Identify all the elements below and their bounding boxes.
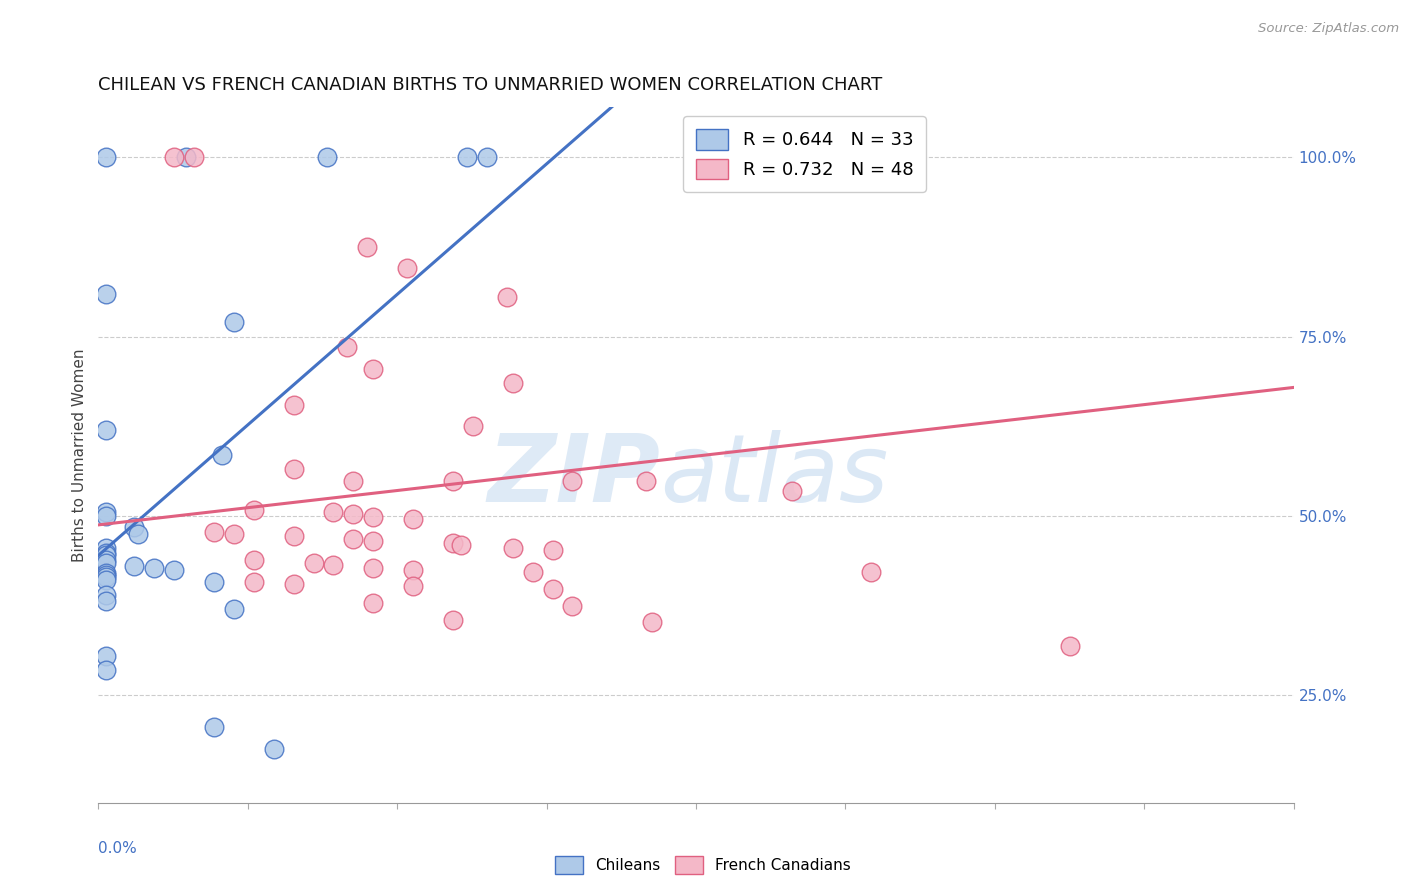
Point	[363, 533, 385, 548]
Point	[636, 475, 658, 489]
Point	[96, 150, 118, 164]
Point	[263, 742, 285, 756]
Point	[363, 510, 385, 524]
Text: Source: ZipAtlas.com: Source: ZipAtlas.com	[1258, 22, 1399, 36]
Point	[283, 577, 305, 591]
Point	[222, 315, 245, 329]
Point	[127, 526, 149, 541]
Legend: Chileans, French Canadians: Chileans, French Canadians	[548, 850, 858, 880]
Point	[396, 261, 419, 276]
Point	[96, 574, 118, 588]
Point	[441, 613, 464, 627]
Point	[96, 546, 118, 560]
Point	[96, 508, 118, 523]
Text: atlas: atlas	[661, 430, 889, 521]
Point	[96, 648, 118, 663]
Text: ZIP: ZIP	[488, 430, 661, 522]
Point	[243, 553, 266, 567]
Point	[96, 570, 118, 584]
Point	[450, 538, 472, 552]
Point	[502, 541, 524, 556]
Point	[342, 508, 364, 522]
Point	[174, 150, 197, 164]
Point	[96, 567, 118, 582]
Point	[561, 475, 583, 489]
Point	[342, 532, 364, 546]
Point	[402, 579, 425, 593]
Point	[283, 529, 305, 543]
Point	[124, 559, 146, 574]
Point	[96, 593, 118, 607]
Point	[641, 615, 664, 629]
Point	[143, 560, 166, 574]
Point	[96, 663, 118, 677]
Text: 0.0%: 0.0%	[98, 841, 138, 856]
Point	[363, 560, 385, 574]
Text: CHILEAN VS FRENCH CANADIAN BIRTHS TO UNMARRIED WOMEN CORRELATION CHART: CHILEAN VS FRENCH CANADIAN BIRTHS TO UNM…	[98, 77, 883, 95]
Point	[222, 526, 245, 541]
Point	[316, 150, 339, 164]
Point	[1059, 640, 1081, 654]
Point	[342, 475, 364, 489]
Point	[402, 563, 425, 577]
Point	[96, 505, 118, 519]
Point	[495, 290, 517, 304]
Point	[202, 721, 225, 735]
Point	[322, 505, 344, 519]
Point	[211, 448, 233, 462]
Point	[222, 602, 245, 616]
Point	[96, 588, 118, 602]
Y-axis label: Births to Unmarried Women: Births to Unmarried Women	[72, 348, 87, 562]
Point	[96, 566, 118, 581]
Point	[860, 565, 883, 579]
Point	[441, 475, 464, 489]
Point	[441, 536, 464, 550]
Point	[456, 150, 478, 164]
Point	[243, 503, 266, 517]
Point	[541, 543, 564, 558]
Legend: R = 0.644   N = 33, R = 0.732   N = 48: R = 0.644 N = 33, R = 0.732 N = 48	[683, 116, 927, 192]
Point	[356, 240, 378, 254]
Point	[502, 376, 524, 391]
Point	[96, 541, 118, 556]
Point	[363, 362, 385, 376]
Point	[202, 574, 225, 589]
Point	[461, 419, 484, 434]
Point	[163, 150, 186, 164]
Point	[96, 553, 118, 567]
Point	[302, 556, 325, 570]
Point	[163, 563, 186, 577]
Point	[322, 558, 344, 572]
Point	[336, 340, 359, 354]
Point	[522, 565, 544, 579]
Point	[363, 596, 385, 610]
Point	[475, 150, 498, 164]
Point	[183, 150, 205, 164]
Point	[402, 512, 425, 526]
Point	[96, 549, 118, 563]
Point	[283, 398, 305, 412]
Point	[780, 483, 803, 498]
Point	[96, 286, 118, 301]
Point	[124, 519, 146, 533]
Point	[243, 574, 266, 589]
Point	[561, 599, 583, 613]
Point	[202, 524, 225, 539]
Point	[96, 556, 118, 570]
Point	[541, 582, 564, 596]
Point	[96, 423, 118, 437]
Point	[283, 462, 305, 476]
